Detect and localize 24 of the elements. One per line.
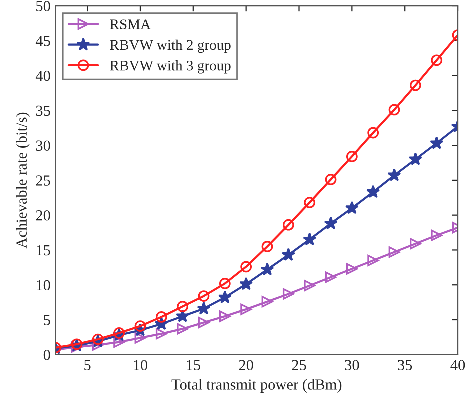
y-tick-label: 30 [36, 140, 50, 152]
y-tick-label: 40 [36, 70, 50, 82]
y-tick-label: 20 [36, 210, 50, 221]
legend-label: RBVW with 3 group [110, 60, 231, 74]
x-tick-label: 10 [134, 360, 148, 370]
x-tick-label: 25 [292, 360, 306, 370]
legend-label: RSMA [110, 20, 151, 30]
y-tick-label: 25 [36, 176, 50, 186]
x-tick-label: 40 [450, 360, 465, 370]
x-axis-title: Total transmit power (dBm) [172, 379, 342, 394]
y-tick-label: 15 [37, 245, 50, 256]
legend-label: RBVW with 2 group [110, 40, 231, 54]
x-tick-label: 15 [187, 360, 200, 370]
y-axis-title: Achievable rate (bit/s) [16, 112, 30, 249]
y-tick-label: 45 [36, 36, 50, 46]
x-tick-label: 30 [345, 360, 360, 370]
y-tick-label: 10 [37, 280, 50, 291]
y-tick-label: 35 [36, 106, 50, 116]
y-tick-label: 0 [44, 350, 50, 360]
y-tick-label: 5 [44, 315, 50, 326]
y-tick-label: 50 [36, 1, 50, 12]
x-tick-label: 5 [84, 360, 91, 370]
x-tick-label: 20 [239, 360, 254, 370]
x-tick-label: 35 [398, 360, 412, 370]
